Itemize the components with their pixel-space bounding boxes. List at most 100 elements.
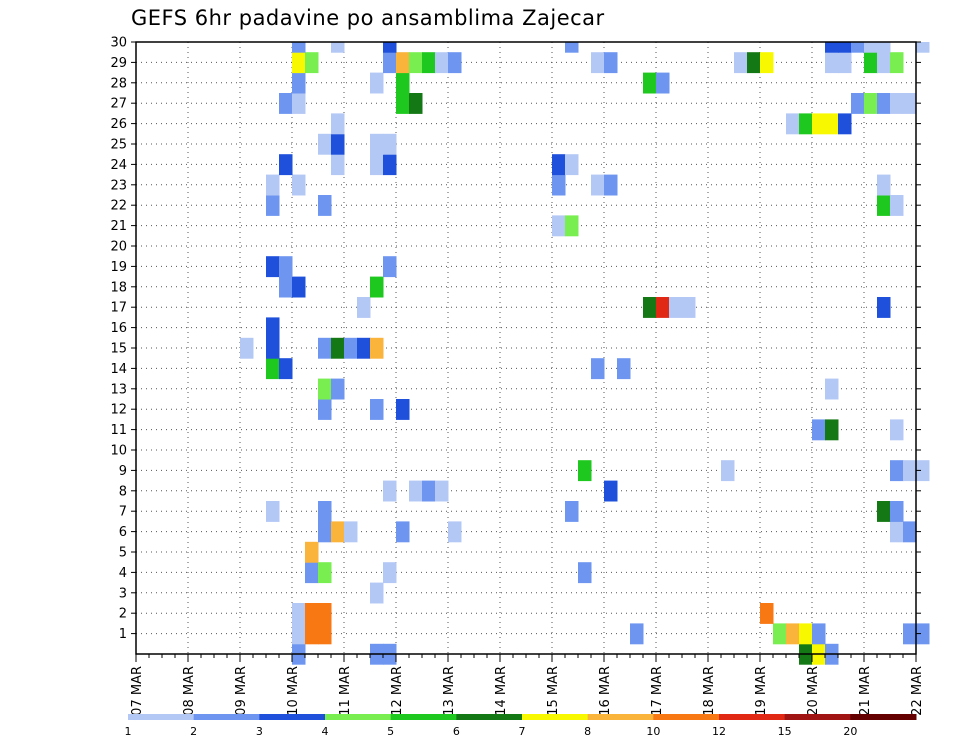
colorbar-label: 6 (453, 725, 460, 738)
heatmap-cell (331, 113, 345, 135)
heatmap-cell (331, 154, 345, 176)
y-tick-label: 24 (110, 158, 127, 173)
heatmap-cell (825, 52, 839, 74)
y-tick-label: 25 (110, 138, 127, 153)
heatmap-cell (318, 195, 332, 216)
y-tick-label: 10 (110, 444, 127, 459)
heatmap-cell (318, 603, 332, 624)
heatmap-cell (318, 133, 332, 155)
heatmap-cell (383, 256, 397, 278)
heatmap-cell (292, 52, 306, 74)
y-tick-label: 19 (110, 260, 127, 275)
colorbar-label: 15 (778, 725, 792, 738)
heatmap-cell (409, 52, 423, 74)
heatmap-cell (344, 521, 358, 543)
heatmap-cell (331, 337, 345, 359)
heatmap-cell (422, 52, 436, 74)
heatmap-cell (396, 521, 410, 543)
heatmap-cell (240, 337, 254, 359)
y-tick-label: 29 (110, 56, 127, 71)
y-tick-label: 26 (110, 117, 127, 132)
y-tick-label: 3 (119, 586, 127, 601)
heatmap-cell (877, 501, 891, 522)
heatmap-cell (916, 623, 930, 645)
y-tick-label: 27 (110, 97, 127, 112)
heatmap-cell (305, 623, 319, 645)
y-tick-label: 20 (110, 240, 127, 255)
heatmap-cell (903, 93, 917, 114)
heatmap-cell (370, 337, 384, 359)
x-tick-label: 14 MAR (494, 666, 509, 716)
heatmap-cell (643, 297, 657, 318)
heatmap-cell (799, 623, 813, 645)
heatmap-cell (448, 521, 462, 543)
x-tick-label: 10 MAR (286, 666, 301, 716)
colorbar-label: 1 (125, 725, 132, 738)
heatmap-cell (552, 154, 566, 176)
colorbar-label: 4 (322, 725, 329, 738)
heatmap-cell (266, 337, 280, 359)
colorbar-label: 10 (646, 725, 660, 738)
heatmap-cell (812, 419, 826, 441)
heatmap-cell (591, 358, 605, 380)
colorbar-label: 8 (584, 725, 591, 738)
colorbar-swatch (325, 714, 392, 720)
y-tick-label: 23 (110, 178, 127, 193)
heatmap-cell (552, 215, 566, 237)
colorbar-swatch (128, 714, 195, 720)
heatmap-cell (877, 195, 891, 216)
heatmap-cell (409, 480, 423, 502)
heatmap-cell (760, 52, 774, 74)
heatmap-cell (890, 521, 904, 543)
x-tick-label: 21 MAR (858, 666, 873, 716)
x-tick-label: 13 MAR (442, 666, 457, 716)
heatmap-cell (617, 358, 631, 380)
heatmap-cell (396, 399, 410, 420)
x-tick-label: 17 MAR (650, 666, 665, 716)
colorbar-swatch (390, 714, 457, 720)
heatmap-cell (812, 623, 826, 645)
y-tick-label: 21 (110, 219, 127, 234)
heatmap-cell (344, 337, 358, 359)
heatmap-cell (422, 480, 436, 502)
heatmap-cell (396, 72, 410, 94)
heatmap-cell (396, 93, 410, 114)
heatmap-cell (331, 133, 345, 155)
colorbar-label: 2 (190, 725, 197, 738)
colorbar-swatch (456, 714, 523, 720)
heatmap-cell (799, 113, 813, 135)
y-tick-label: 12 (110, 403, 127, 418)
heatmap-cell (292, 42, 306, 53)
heatmap-cell (409, 93, 423, 114)
heatmap-cell (292, 72, 306, 94)
heatmap-cell (331, 42, 345, 53)
heatmap-cell (630, 623, 644, 645)
heatmap-cell (292, 93, 306, 114)
y-tick-label: 17 (110, 301, 127, 316)
heatmap-cell (682, 297, 696, 318)
y-tick-label: 11 (110, 423, 127, 438)
heatmap-cell (318, 562, 332, 584)
heatmap-cell (825, 113, 839, 135)
heatmap-cell (383, 480, 397, 502)
heatmap-cell (370, 154, 384, 176)
heatmap-cell (266, 256, 280, 278)
heatmap-cell (604, 480, 618, 502)
heatmap-cell (825, 419, 839, 441)
heatmap-cell (292, 174, 306, 196)
heatmap-cell (383, 154, 397, 176)
heatmap-cell (578, 460, 592, 482)
x-tick-label: 12 MAR (390, 666, 405, 716)
heatmap-cell (786, 623, 800, 645)
colorbar-label: 5 (387, 725, 394, 738)
chart-title: GEFS 6hr padavine po ansamblima Zajecar (131, 6, 605, 30)
heatmap-cell (890, 460, 904, 482)
heatmap-cell (396, 52, 410, 74)
heatmap-cell (890, 501, 904, 522)
heatmap-cell (656, 297, 670, 318)
heatmap-cell (266, 174, 280, 196)
y-tick-label: 16 (110, 321, 127, 336)
heatmap-cell (838, 52, 852, 74)
heatmap-cell (916, 42, 930, 53)
heatmap-cell (448, 52, 462, 74)
